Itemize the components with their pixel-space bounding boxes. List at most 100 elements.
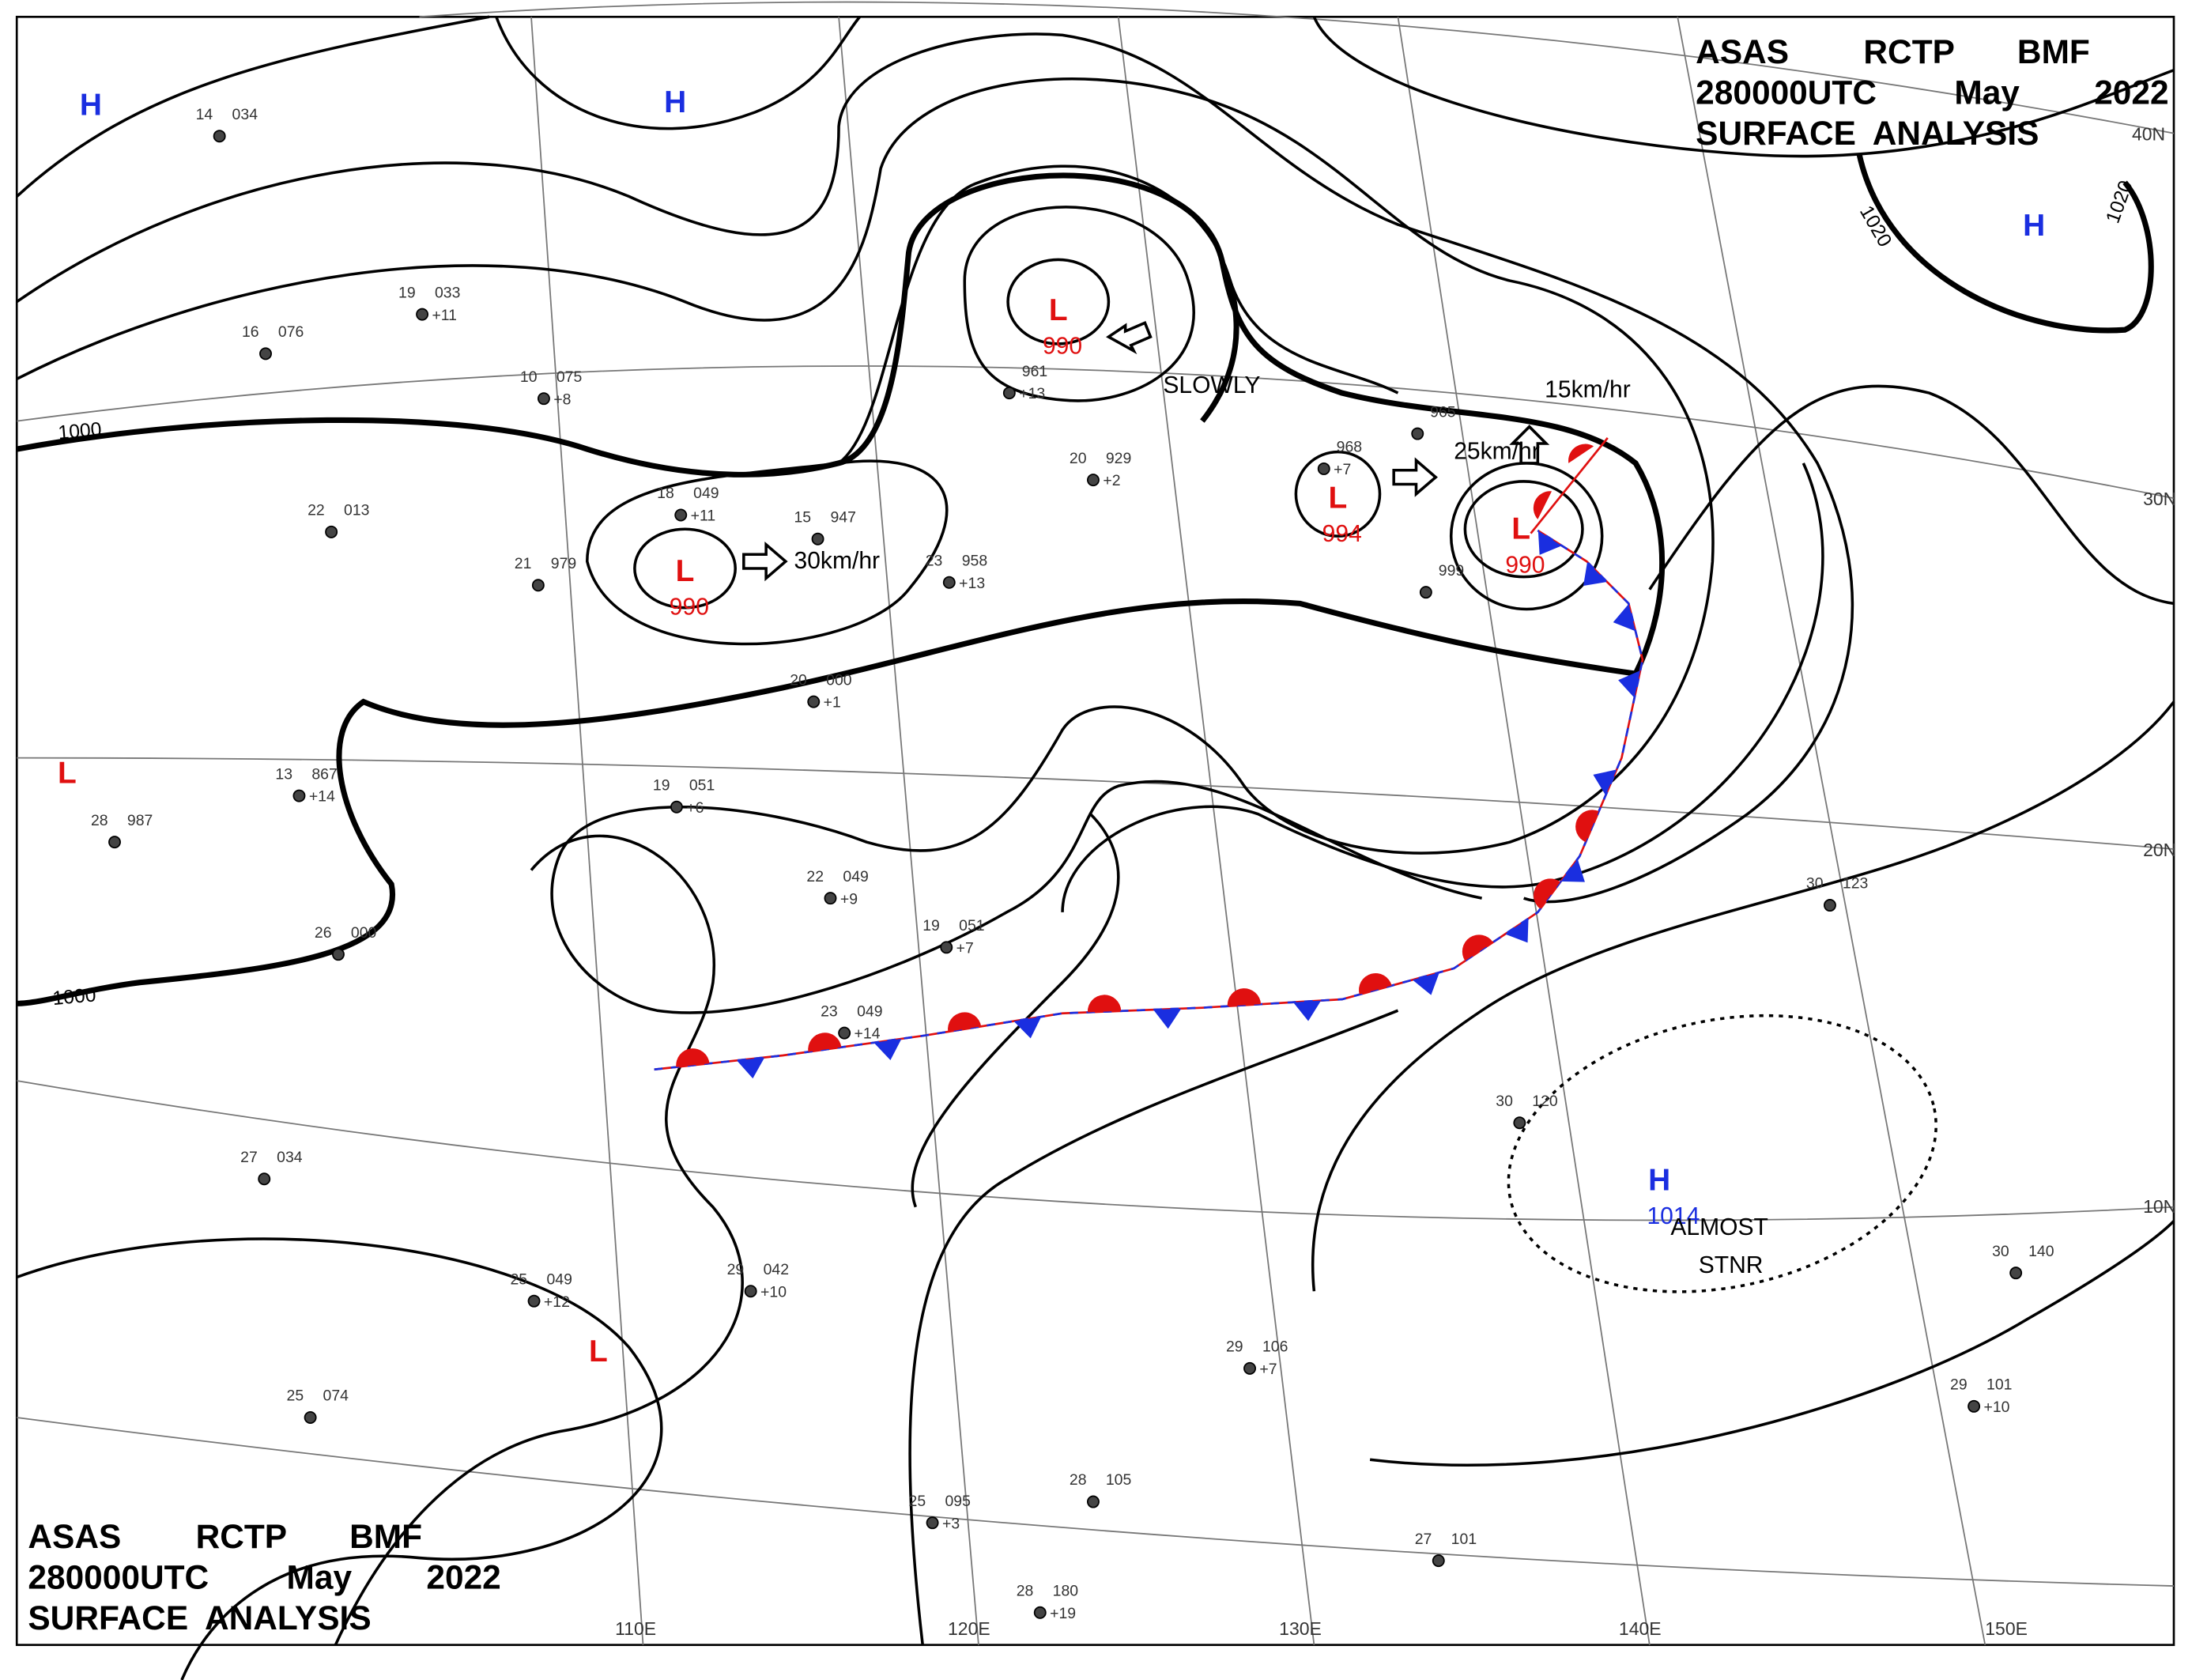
station-plot: 961+13 [1002, 363, 1047, 402]
parallel [17, 365, 2175, 500]
header-word: May [1954, 74, 2020, 111]
cold-front-symbol [1537, 530, 1562, 555]
occlusion-symbol [1568, 444, 1594, 463]
station-temp: 26 [315, 924, 332, 942]
station-pressure: 123 [1843, 875, 1868, 893]
station-plot: 28 180 +19 [1017, 1582, 1079, 1621]
station-symbol [325, 525, 338, 538]
header-title: SURFACE ANALYSIS [28, 1600, 371, 1637]
station-temp: 18 [657, 485, 674, 502]
header-word: 280000UTC [1696, 74, 1877, 111]
longitude-label: 140E [1619, 1618, 1662, 1639]
station-tendency: +3 [942, 1515, 960, 1532]
station-temp: 22 [307, 501, 325, 519]
station-tendency: +12 [544, 1293, 570, 1311]
motion-label: 30km/hr [794, 548, 881, 574]
station-temp: 29 [727, 1261, 745, 1278]
station-plot: 22 049 +9 [806, 868, 868, 908]
station-pressure: 075 [556, 368, 583, 386]
cold-front-symbol [1560, 859, 1585, 882]
station-temp: 19 [653, 776, 670, 794]
station-pressure: 074 [323, 1387, 349, 1405]
station-symbol [259, 347, 272, 361]
cold-front-symbol [1292, 1000, 1322, 1021]
isobar [1294, 450, 1382, 538]
motion-arrow [1392, 457, 1438, 497]
header-word: ASAS [1696, 34, 1789, 71]
isobar [16, 1237, 663, 1680]
center-pressure: 990 [1505, 552, 1545, 578]
station-plot: 28 987 [91, 812, 153, 849]
station-symbol [1033, 1606, 1047, 1619]
cold-front-symbol [1583, 561, 1608, 586]
station-plot: 18 049 +11 [657, 485, 719, 524]
header-word: BMF [349, 1519, 422, 1556]
station-pressure: 049 [857, 1002, 882, 1020]
warm-front-symbol [1087, 995, 1122, 1013]
station-symbol [744, 1285, 757, 1298]
isobar-label: 1000 [51, 984, 96, 1010]
center-pressure: 990 [670, 595, 709, 621]
station-plot: 27 101 [1415, 1531, 1477, 1568]
station-symbol [304, 1411, 317, 1425]
meridian [838, 17, 979, 1645]
station-temp: 10 [520, 368, 538, 386]
station-tendency: +2 [1103, 472, 1120, 489]
station-temp: 19 [398, 284, 416, 301]
isobar [838, 164, 1399, 465]
station-plot: 30 140 [1992, 1243, 2054, 1280]
station-symbol [213, 130, 226, 143]
motion-label: 25km/hr [1454, 438, 1540, 464]
center-symbol: L [676, 554, 695, 588]
station-symbol [807, 695, 821, 708]
station-symbol [1317, 462, 1330, 475]
station-pressure: 013 [344, 501, 369, 519]
longitude-label: 130E [1279, 1618, 1322, 1639]
meridian [1117, 17, 1315, 1645]
station-temp: 13 [275, 765, 292, 783]
station-tendency: +1 [824, 694, 841, 712]
isobar [1061, 462, 1824, 912]
station-plot: 10 075 +8 [520, 368, 583, 408]
station-plot: 21 979 [515, 555, 576, 592]
isobar [908, 1009, 1399, 1645]
station-tendency: +19 [1050, 1605, 1076, 1622]
station-plot: 999 [1419, 562, 1464, 599]
station-plot: 25 095 +3 [909, 1493, 971, 1532]
station-symbol [1411, 427, 1424, 440]
station-symbol [332, 948, 345, 961]
isobar [1006, 258, 1111, 345]
header-word: 280000UTC [28, 1560, 209, 1597]
station-plot: 30 120 [1496, 1093, 1558, 1130]
station-temp: 30 [1992, 1243, 2009, 1260]
station-plot: 29 106 +7 [1226, 1338, 1288, 1378]
station-plot: 25 074 [287, 1387, 349, 1425]
isobar [1312, 16, 2175, 158]
cold-front-symbol [873, 1038, 902, 1060]
warm-front-symbol [1575, 810, 1599, 843]
station-symbol [527, 1294, 541, 1308]
latitude-label: 20N [2143, 840, 2176, 860]
cold-front-symbol [1618, 670, 1641, 698]
station-pressure: 034 [277, 1149, 303, 1166]
cold-front-symbol [737, 1057, 765, 1079]
isobar [1648, 384, 2175, 606]
center-symbol: L [1329, 481, 1348, 515]
header-word: BMF [2017, 34, 2090, 71]
station-symbol [108, 836, 121, 849]
station-symbol [926, 1516, 939, 1530]
station-plot: 19 051 +7 [922, 917, 984, 957]
station-tendency: +13 [959, 575, 985, 592]
station-symbol [537, 392, 550, 406]
station-pressure: 947 [830, 508, 855, 526]
station-tendency: +10 [1983, 1399, 2009, 1416]
station-symbol [942, 576, 956, 589]
station-temp: 20 [1070, 450, 1087, 467]
station-plot: 23 049 +14 [821, 1002, 882, 1042]
isobar-label: 1000 [57, 419, 102, 444]
station-pressure: 076 [278, 323, 304, 341]
station-symbol [1824, 899, 1836, 912]
station-symbol [838, 1026, 851, 1040]
longitude-label: 120E [948, 1618, 990, 1639]
station-symbol [1968, 1399, 1981, 1413]
